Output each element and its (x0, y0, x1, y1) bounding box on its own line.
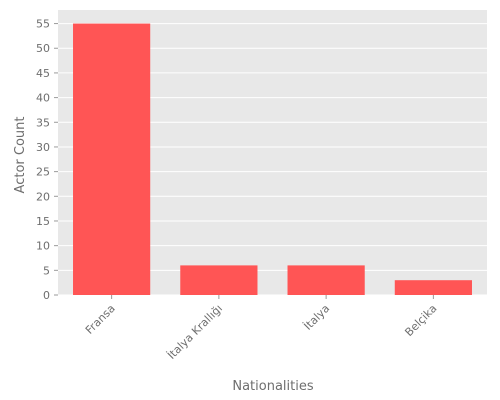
bar (394, 280, 472, 295)
y-tick-label: 10 (36, 240, 50, 253)
y-tick-label: 45 (36, 67, 50, 80)
bar (287, 265, 365, 295)
x-tick-label: İtalya (301, 302, 332, 333)
y-tick-label: 5 (43, 264, 50, 277)
x-axis-ticks: Fransa İtalya Krallığı İtalya Belçika (83, 295, 439, 362)
y-tick-label: 0 (43, 289, 50, 302)
y-tick-label: 35 (36, 116, 50, 129)
y-axis-label: Actor Count (13, 117, 28, 194)
y-tick-label: 40 (36, 92, 50, 105)
x-tick-label: Fransa (83, 302, 118, 337)
x-tick-label: Belçika (402, 302, 439, 339)
y-tick-label: 55 (36, 18, 50, 31)
y-tick-label: 30 (36, 141, 50, 154)
y-tick-label: 20 (36, 190, 50, 203)
x-tick-label: İtalya Krallığı (165, 302, 225, 362)
y-tick-label: 15 (36, 215, 50, 228)
bars (73, 23, 472, 295)
y-axis-ticks: 0 5 10 15 20 25 30 35 40 45 50 55 (36, 18, 58, 302)
bar (73, 23, 151, 295)
y-tick-label: 50 (36, 42, 50, 55)
bar (180, 265, 258, 295)
y-tick-label: 25 (36, 166, 50, 179)
x-axis-label: Nationalities (232, 379, 313, 394)
